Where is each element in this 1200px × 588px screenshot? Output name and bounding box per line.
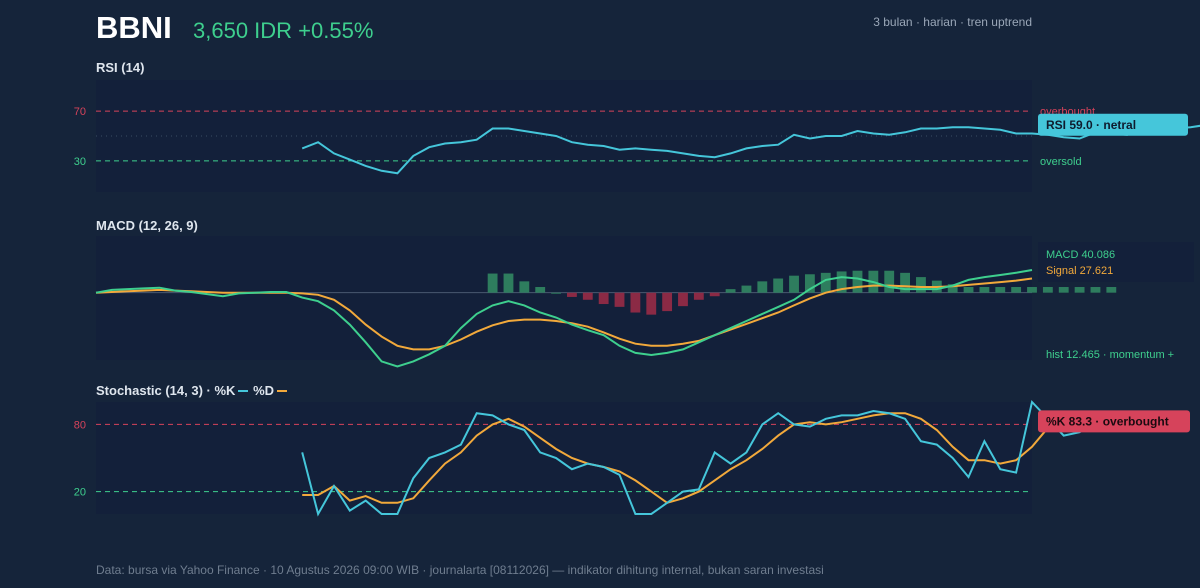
- macd-value-box: [1038, 242, 1194, 282]
- macd-hist-bar: [630, 292, 641, 313]
- macd-hist-bar: [963, 287, 974, 293]
- stoch-tick-80: 80: [74, 419, 86, 431]
- macd-hist-bar: [741, 285, 752, 293]
- d-legend-swatch: [277, 389, 288, 392]
- macd-hist-bar: [582, 292, 593, 300]
- hist-value-label: hist 12.465 · momentum +: [1046, 349, 1174, 361]
- macd-hist-bar: [646, 292, 657, 315]
- macd-line: [95, 269, 1033, 368]
- rsi-tick-70: 70: [74, 106, 86, 118]
- macd-hist-bar: [852, 270, 863, 293]
- macd-hist-bar: [1106, 287, 1117, 293]
- ticker-symbol: BBNI: [96, 10, 172, 45]
- k-legend-swatch: [238, 389, 249, 392]
- macd-hist-bar: [598, 292, 609, 305]
- chart-meta: 3 bulan · harian · tren uptrend: [873, 15, 1032, 29]
- stoch-k-line: [301, 399, 1097, 517]
- footer-source: Data: bursa via Yahoo Finance · 10 Agust…: [96, 563, 824, 577]
- macd-hist-bar: [678, 292, 688, 307]
- rsi-callout-bg: [1038, 113, 1188, 136]
- macd-hist-bar: [1090, 287, 1101, 293]
- rsi-title: RSI (14): [96, 60, 145, 75]
- macd-title: MACD (12, 26, 9): [96, 218, 198, 233]
- macd-panel-bg: [96, 236, 1032, 360]
- stoch-d-legend: %D: [253, 383, 275, 398]
- macd-hist-bar: [789, 275, 799, 293]
- macd-hist-bar: [836, 271, 847, 293]
- macd-hist-bar: [820, 272, 831, 293]
- rsi-tick-30: 30: [74, 156, 86, 168]
- macd-hist-bar: [662, 292, 673, 312]
- macd-hist-bar: [979, 287, 990, 293]
- macd-hist-bar: [614, 292, 625, 307]
- stoch-d-line: [302, 412, 1096, 504]
- macd-hist-bar: [535, 287, 546, 293]
- price-change: 3,650 IDR +0.55%: [193, 18, 374, 43]
- stoch-title: Stochastic (14, 3) · %K: [96, 383, 236, 398]
- signal-value-label: Signal 27.621: [1046, 265, 1113, 277]
- rsi-line: [301, 123, 1200, 175]
- macd-hist-bar: [503, 273, 514, 293]
- macd-hist-bar: [804, 274, 815, 293]
- macd-hist-bar: [884, 270, 895, 293]
- stoch-callout: %K 83.3 · overbought: [1046, 414, 1169, 428]
- macd-hist-bar: [900, 272, 911, 293]
- macd-hist-bar: [1027, 287, 1037, 293]
- macd-hist-bar: [1058, 287, 1069, 293]
- stoch-tick-20: 20: [74, 487, 86, 499]
- macd-hist-bar: [1042, 287, 1053, 293]
- macd-hist-bar: [947, 284, 958, 293]
- macd-hist-bar: [709, 292, 720, 297]
- macd-hist-bar: [757, 281, 768, 293]
- macd-value-label: MACD 40.086: [1046, 249, 1115, 261]
- macd-hist-bar: [995, 287, 1006, 293]
- stoch-panel-bg: [96, 402, 1032, 514]
- macd-hist-bar: [1074, 287, 1085, 293]
- stoch-title-row: Stochastic (14, 3) · %K %D: [96, 383, 288, 398]
- macd-hist-bar: [567, 292, 577, 297]
- macd-hist-bar: [773, 278, 784, 293]
- macd-hist-bar: [725, 289, 736, 293]
- macd-hist-bar: [551, 292, 561, 294]
- macd-hist-bar: [519, 281, 530, 293]
- macd-hist-bar: [693, 292, 704, 300]
- rsi-callout: RSI 59.0 · netral: [1046, 118, 1136, 132]
- stoch-callout-bg: [1038, 410, 1190, 433]
- macd-hist-bar: [487, 273, 498, 293]
- macd-hist-bar: [916, 277, 926, 293]
- macd-hist-bar: [1011, 287, 1022, 293]
- rsi-oversold-label: oversold: [1040, 156, 1082, 168]
